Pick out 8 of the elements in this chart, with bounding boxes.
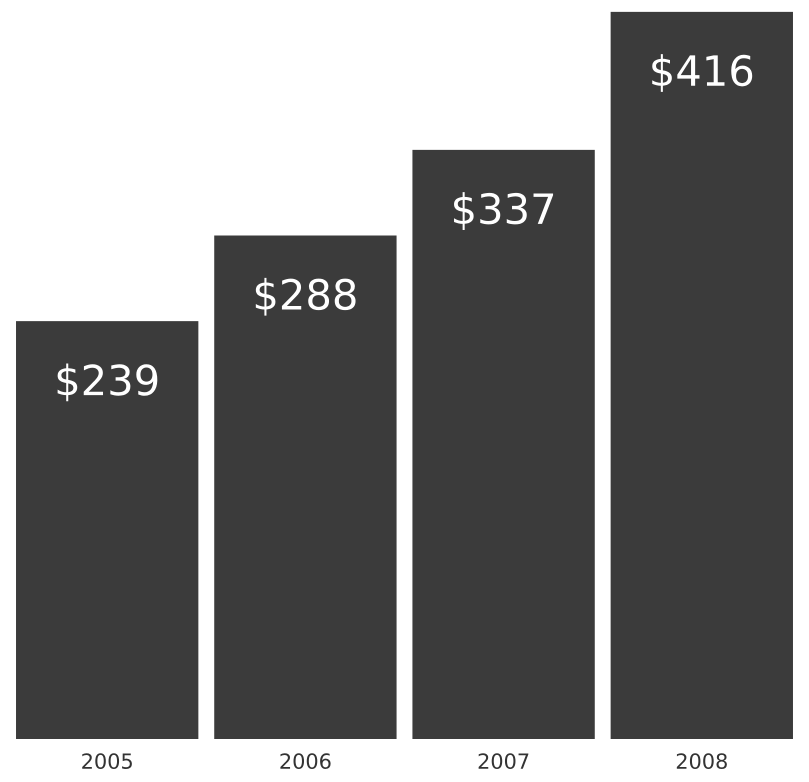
data-label: $337: [454, 192, 554, 230]
data-label: $416: [652, 54, 752, 92]
data-label: $288: [256, 278, 356, 316]
data-label: $239: [58, 364, 158, 402]
x-tick-label: 2006: [280, 753, 331, 770]
x-tick-label: 2005: [82, 753, 132, 770]
x-tick-label: 2008: [676, 753, 727, 770]
x-tick-label: 2007: [478, 753, 528, 770]
